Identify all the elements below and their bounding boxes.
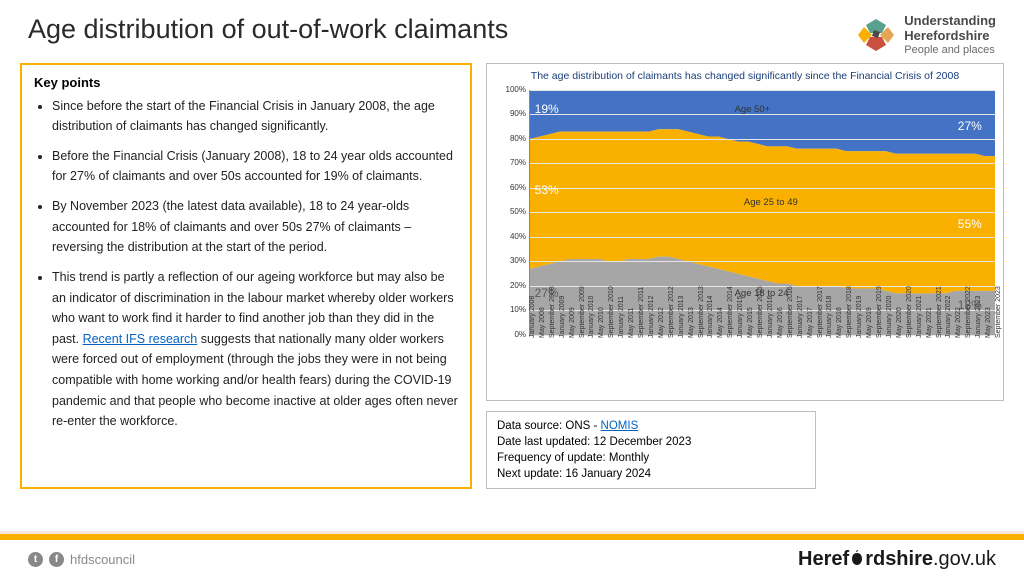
twitter-icon: t — [28, 552, 43, 567]
brand-logo: Understanding Herefordshire People and p… — [856, 14, 996, 57]
social-handle: hfdscouncil — [70, 552, 135, 567]
site-url: Herefrdshire.gov.uk — [798, 548, 996, 571]
key-points-heading: Key points — [34, 75, 458, 90]
key-point-item: This trend is partly a reflection of our… — [52, 267, 458, 432]
source-prefix: Data source: ONS - — [497, 420, 601, 432]
source-updated: Date last updated: 12 December 2023 — [497, 434, 805, 450]
y-tick: 70% — [500, 158, 526, 167]
logo-icon — [856, 15, 896, 55]
pct-label: 55% — [958, 217, 982, 231]
logo-line1: Understanding — [904, 14, 996, 29]
age-distribution-chart: The age distribution of claimants has ch… — [486, 63, 1004, 401]
pct-label: 53% — [535, 183, 559, 197]
y-tick: 10% — [500, 305, 526, 314]
key-point-item: By November 2023 (the latest data availa… — [52, 196, 458, 258]
y-tick: 80% — [500, 134, 526, 143]
apple-icon — [849, 549, 865, 567]
social-block: t f hfdscouncil — [28, 552, 135, 567]
series-label: Age 25 to 49 — [744, 197, 798, 208]
source-link[interactable]: NOMIS — [601, 420, 639, 432]
facebook-icon: f — [49, 552, 64, 567]
source-frequency: Frequency of update: Monthly — [497, 450, 805, 466]
y-tick: 30% — [500, 256, 526, 265]
footer-accent-bar — [0, 534, 1024, 540]
series-label: Age 50+ — [735, 104, 771, 115]
y-tick: 20% — [500, 281, 526, 290]
logo-line3: People and places — [904, 44, 996, 57]
key-point-item: Before the Financial Crisis (January 200… — [52, 146, 458, 187]
y-tick: 50% — [500, 207, 526, 216]
data-source-box: Data source: ONS - NOMIS Date last updat… — [486, 411, 816, 489]
pct-label: 27% — [958, 119, 982, 133]
logo-line2: Herefordshire — [904, 29, 996, 44]
page-title: Age distribution of out-of-work claimant… — [28, 14, 508, 45]
key-points-box: Key points Since before the start of the… — [20, 63, 472, 489]
ifs-research-link[interactable]: Recent IFS research — [83, 332, 198, 346]
key-points-list: Since before the start of the Financial … — [34, 96, 458, 432]
source-next: Next update: 16 January 2024 — [497, 466, 805, 482]
y-tick: 40% — [500, 232, 526, 241]
y-tick: 90% — [500, 109, 526, 118]
y-tick: 60% — [500, 183, 526, 192]
key-point-item: Since before the start of the Financial … — [52, 96, 458, 137]
pct-label: 19% — [535, 102, 559, 116]
chart-title: The age distribution of claimants has ch… — [487, 64, 1003, 84]
y-tick: 100% — [500, 85, 526, 94]
y-tick: 0% — [500, 330, 526, 339]
x-tick: September 2023 — [995, 278, 1024, 338]
